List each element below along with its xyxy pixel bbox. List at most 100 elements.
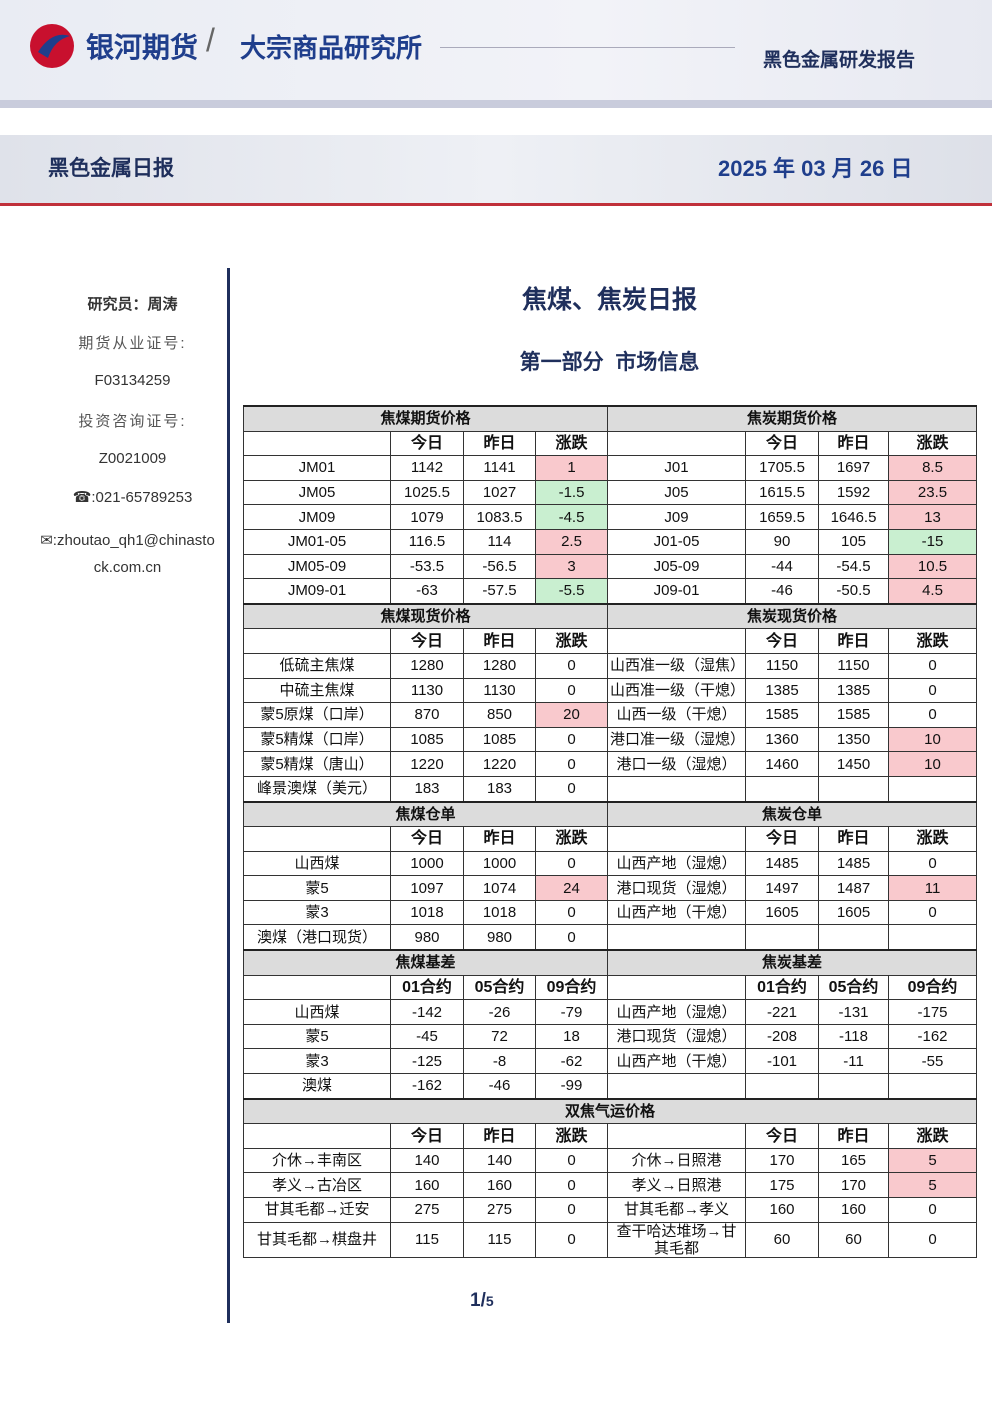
cell: 1615.5 bbox=[745, 479, 820, 506]
cell: 980 bbox=[390, 924, 464, 951]
cell: 1018 bbox=[463, 899, 536, 926]
cell: 0 bbox=[534, 924, 609, 951]
cell: 10.5 bbox=[888, 553, 978, 580]
row-name: 甘其毛都→孝义 bbox=[607, 1197, 747, 1223]
header-cell: 今日 bbox=[390, 826, 464, 852]
cell: -55 bbox=[888, 1048, 978, 1075]
header-cell: 今日 bbox=[390, 430, 464, 457]
section-title: 双焦气运价格 bbox=[242, 1097, 978, 1125]
cell: -57.5 bbox=[463, 578, 536, 605]
cell: 1027 bbox=[463, 479, 536, 506]
cell: 170 bbox=[745, 1147, 820, 1174]
section-row: 焦煤期货价格 焦炭期货价格 bbox=[242, 404, 978, 432]
cell: 115 bbox=[390, 1221, 464, 1258]
header-row: 今日 昨日 涨跌 今日 昨日 涨跌 bbox=[243, 430, 978, 457]
empty-cell bbox=[607, 924, 747, 951]
cell: 140 bbox=[463, 1147, 536, 1174]
logo bbox=[30, 24, 74, 68]
cell: 10 bbox=[888, 726, 978, 753]
cell: -142 bbox=[390, 999, 464, 1025]
section-title: 第一部分 市场信息 bbox=[519, 351, 700, 374]
cell: 0 bbox=[888, 652, 978, 679]
cell: 0 bbox=[534, 726, 609, 753]
banner: 黑色金属日报 2025 年 03 月 26 日 bbox=[0, 135, 992, 206]
row-name: 港口现货（湿熄） bbox=[607, 1023, 747, 1050]
consult-label: 投资咨询证号: bbox=[78, 413, 187, 430]
cell: 0 bbox=[534, 1221, 609, 1258]
header-cell: 今日 bbox=[390, 1123, 464, 1149]
header-cell: 涨跌 bbox=[888, 628, 978, 654]
section-row: 焦煤基差 焦炭基差 bbox=[242, 949, 978, 976]
data-row: 蒙5精煤（口岸） 1085 1085 0 港口准一级（湿熄） 1360 1350 10 bbox=[243, 726, 978, 753]
data-row: 蒙5 1097 1074 24 港口现货（湿熄） 1497 1487 11 bbox=[243, 875, 978, 901]
cell: 1085 bbox=[463, 726, 536, 753]
cell: 114 bbox=[463, 528, 536, 555]
header-cell: 昨日 bbox=[818, 1123, 890, 1149]
cell: 1142 bbox=[390, 455, 464, 481]
report-type: 黑色金属研发报告 bbox=[763, 50, 916, 71]
cell: 0 bbox=[888, 1221, 978, 1258]
cell: -63 bbox=[390, 578, 464, 605]
cell: 1450 bbox=[818, 751, 890, 777]
total: 5 bbox=[485, 1293, 494, 1309]
cell: 1000 bbox=[463, 850, 536, 877]
cell: 870 bbox=[390, 702, 464, 728]
header-cell bbox=[243, 826, 391, 852]
header-cell bbox=[607, 430, 747, 457]
cell: 140 bbox=[390, 1147, 464, 1174]
cell: 1646.5 bbox=[818, 504, 890, 530]
header-row: 今日 昨日 涨跌 今日 昨日 涨跌 bbox=[243, 628, 978, 654]
cell: -79 bbox=[534, 999, 609, 1025]
empty-cell bbox=[888, 1073, 978, 1100]
cell: -99 bbox=[534, 1073, 609, 1100]
row-name: 澳煤（港口现货） bbox=[243, 924, 391, 951]
cell: 0 bbox=[534, 1172, 609, 1198]
cell: -8 bbox=[463, 1048, 536, 1075]
banner-title: 黑色金属日报 bbox=[48, 157, 174, 180]
section-row: 焦煤仓单 焦炭仓单 bbox=[242, 800, 978, 828]
cell: -56.5 bbox=[463, 553, 536, 580]
cell: 0 bbox=[534, 850, 609, 877]
data-row: JM05-09 -53.5 -56.5 3 J05-09 -44 -54.5 10.5 bbox=[243, 553, 978, 580]
header-cell: 今日 bbox=[745, 826, 820, 852]
header-cell: 涨跌 bbox=[534, 628, 609, 654]
data-row: 孝义→古冶区 160 160 0 孝义→日照港 175 170 5 bbox=[243, 1172, 978, 1198]
data-row: 山西煤 1000 1000 0 山西产地（湿熄） 1485 1485 0 bbox=[243, 850, 978, 877]
top-bar: 银河期货 / 大宗商品研究所 黑色金属研发报告 bbox=[0, 0, 992, 108]
cell: 24 bbox=[534, 875, 609, 901]
license: F03134259 bbox=[94, 372, 171, 389]
data-row: 蒙5精煤（唐山） 1220 1220 0 港口一级（湿熄） 1460 1450 10 bbox=[243, 751, 978, 777]
cell: 1220 bbox=[390, 751, 464, 777]
cell: -46 bbox=[745, 578, 820, 605]
email: ✉:zhoutao_qh1@chinastock.com.cn bbox=[40, 532, 215, 576]
data-row: JM01-05 116.5 114 2.5 J01-05 90 105 -15 bbox=[243, 528, 978, 555]
cell: -53.5 bbox=[390, 553, 464, 580]
cell: 1497 bbox=[745, 875, 820, 901]
cell: 0 bbox=[888, 850, 978, 877]
cell: 160 bbox=[745, 1197, 820, 1223]
row-name: 蒙5精煤（唐山） bbox=[243, 751, 391, 777]
header-cell: 09合约 bbox=[534, 974, 609, 1001]
cell: 183 bbox=[463, 775, 536, 803]
row-name: J01-05 bbox=[607, 528, 747, 555]
cell: 116.5 bbox=[390, 528, 464, 555]
row-name: 山西一级（干熄） bbox=[607, 702, 747, 728]
header-cell: 昨日 bbox=[818, 826, 890, 852]
company: 银河期货 bbox=[86, 32, 199, 63]
header-cell bbox=[243, 1123, 391, 1149]
cell: -46 bbox=[463, 1073, 536, 1100]
header-cell bbox=[243, 974, 391, 1001]
row-name: 港口现货（湿熄） bbox=[607, 875, 747, 901]
empty-cell bbox=[888, 775, 978, 803]
cell: 1 bbox=[534, 455, 609, 481]
cell: 1280 bbox=[390, 652, 464, 679]
side-line bbox=[227, 268, 230, 1323]
row-name: 山西产地（干熄） bbox=[607, 1048, 747, 1075]
cell: 18 bbox=[534, 1023, 609, 1050]
data-row: 澳煤 -162 -46 -99 bbox=[243, 1073, 978, 1100]
cell: -175 bbox=[888, 999, 978, 1025]
cell: -208 bbox=[745, 1023, 820, 1050]
header-cell: 昨日 bbox=[463, 826, 536, 852]
row-name: 山西煤 bbox=[243, 999, 391, 1025]
header-cell: 涨跌 bbox=[888, 430, 978, 457]
